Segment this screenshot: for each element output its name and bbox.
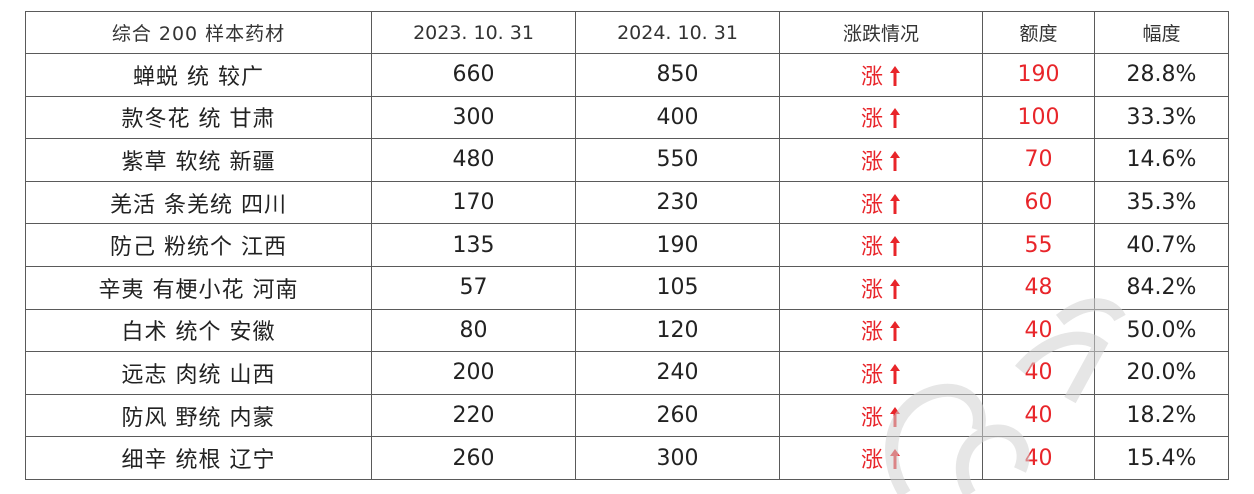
price-2024: 190 bbox=[575, 223, 780, 267]
herb-name: 款冬花 统 甘肃 bbox=[25, 95, 372, 140]
trend-cell: 涨 bbox=[779, 138, 983, 182]
price-2024: 240 bbox=[575, 351, 780, 395]
increase-amount: 70 bbox=[982, 138, 1095, 182]
table-row: 远志 肉统 山西 200 240 涨 40 20.0% bbox=[25, 351, 1229, 395]
up-arrow-icon bbox=[890, 108, 900, 129]
increase-amount: 40 bbox=[982, 393, 1095, 438]
header-amount: 额度 bbox=[982, 11, 1095, 54]
increase-amount: 48 bbox=[982, 265, 1095, 310]
trend-label: 涨 bbox=[860, 235, 883, 261]
herb-name: 防己 粉统个 江西 bbox=[25, 223, 372, 267]
table-header-row: 综合 200 样本药材 2023. 10. 31 2024. 10. 31 涨跌… bbox=[25, 11, 1229, 54]
price-2024: 120 bbox=[575, 308, 780, 353]
price-2024: 260 bbox=[575, 393, 780, 438]
trend-label: 涨 bbox=[860, 277, 883, 303]
price-2024: 550 bbox=[575, 138, 780, 182]
price-2023: 135 bbox=[371, 223, 576, 267]
up-arrow-icon bbox=[890, 278, 900, 299]
price-2023: 80 bbox=[371, 308, 576, 353]
trend-label: 涨 bbox=[860, 448, 883, 474]
herb-name: 远志 肉统 山西 bbox=[25, 351, 372, 395]
herb-name: 辛夷 有梗小花 河南 bbox=[25, 265, 372, 310]
increase-percent: 18.2% bbox=[1094, 393, 1229, 438]
table-row: 防己 粉统个 江西 135 190 涨 55 40.7% bbox=[25, 223, 1229, 267]
increase-amount: 40 bbox=[982, 308, 1095, 353]
increase-percent: 40.7% bbox=[1094, 223, 1229, 267]
increase-amount: 190 bbox=[982, 53, 1095, 97]
trend-cell: 涨 bbox=[779, 53, 983, 97]
trend-cell: 涨 bbox=[779, 351, 983, 395]
header-trend: 涨跌情况 bbox=[779, 11, 983, 54]
price-2023: 260 bbox=[371, 436, 576, 480]
up-arrow-icon bbox=[890, 236, 900, 257]
header-herb: 综合 200 样本药材 bbox=[25, 11, 372, 54]
trend-cell: 涨 bbox=[779, 95, 983, 140]
header-date-2024: 2024. 10. 31 bbox=[575, 11, 780, 54]
up-arrow-icon bbox=[890, 193, 900, 214]
herb-name: 白术 统个 安徽 bbox=[25, 308, 372, 353]
increase-amount: 100 bbox=[982, 95, 1095, 140]
trend-cell: 涨 bbox=[779, 265, 983, 310]
up-arrow-icon bbox=[890, 321, 900, 342]
header-date-2023: 2023. 10. 31 bbox=[371, 11, 576, 54]
price-table: 综合 200 样本药材 2023. 10. 31 2024. 10. 31 涨跌… bbox=[25, 11, 1229, 480]
price-2024: 105 bbox=[575, 265, 780, 310]
trend-cell: 涨 bbox=[779, 436, 983, 480]
price-2023: 300 bbox=[371, 95, 576, 140]
price-2023: 170 bbox=[371, 180, 576, 225]
trend-label: 涨 bbox=[860, 64, 883, 90]
price-2023: 200 bbox=[371, 351, 576, 395]
table-row: 白术 统个 安徽 80 120 涨 40 50.0% bbox=[25, 308, 1229, 353]
herb-name: 羌活 条羌统 四川 bbox=[25, 180, 372, 225]
increase-amount: 40 bbox=[982, 436, 1095, 480]
up-arrow-icon bbox=[890, 150, 900, 171]
trend-label: 涨 bbox=[860, 107, 883, 133]
up-arrow-icon bbox=[890, 65, 900, 86]
table-row: 防风 野统 内蒙 220 260 涨 40 18.2% bbox=[25, 393, 1229, 438]
price-2023: 57 bbox=[371, 265, 576, 310]
herb-name: 防风 野统 内蒙 bbox=[25, 393, 372, 438]
table-row: 羌活 条羌统 四川 170 230 涨 60 35.3% bbox=[25, 180, 1229, 225]
trend-label: 涨 bbox=[860, 405, 883, 431]
trend-cell: 涨 bbox=[779, 180, 983, 225]
up-arrow-icon bbox=[890, 363, 900, 384]
table-row: 细辛 统根 辽宁 260 300 涨 40 15.4% bbox=[25, 436, 1229, 480]
increase-amount: 40 bbox=[982, 351, 1095, 395]
trend-label: 涨 bbox=[860, 320, 883, 346]
trend-label: 涨 bbox=[860, 362, 883, 388]
price-2024: 230 bbox=[575, 180, 780, 225]
header-percent: 幅度 bbox=[1094, 11, 1229, 54]
price-2023: 480 bbox=[371, 138, 576, 182]
table-row: 蝉蜕 统 较广 660 850 涨 190 28.8% bbox=[25, 53, 1229, 97]
table-row: 紫草 软统 新疆 480 550 涨 70 14.6% bbox=[25, 138, 1229, 182]
table-row: 款冬花 统 甘肃 300 400 涨 100 33.3% bbox=[25, 95, 1229, 140]
increase-percent: 35.3% bbox=[1094, 180, 1229, 225]
trend-cell: 涨 bbox=[779, 223, 983, 267]
increase-amount: 55 bbox=[982, 223, 1095, 267]
increase-amount: 60 bbox=[982, 180, 1095, 225]
price-2024: 850 bbox=[575, 53, 780, 97]
trend-cell: 涨 bbox=[779, 393, 983, 438]
trend-cell: 涨 bbox=[779, 308, 983, 353]
herb-name: 细辛 统根 辽宁 bbox=[25, 436, 372, 480]
increase-percent: 15.4% bbox=[1094, 436, 1229, 480]
up-arrow-icon bbox=[890, 406, 900, 427]
increase-percent: 33.3% bbox=[1094, 95, 1229, 140]
price-2024: 400 bbox=[575, 95, 780, 140]
trend-label: 涨 bbox=[860, 149, 883, 175]
increase-percent: 20.0% bbox=[1094, 351, 1229, 395]
table-row: 辛夷 有梗小花 河南 57 105 涨 48 84.2% bbox=[25, 265, 1229, 310]
price-2024: 300 bbox=[575, 436, 780, 480]
up-arrow-icon bbox=[890, 449, 900, 470]
price-2023: 660 bbox=[371, 53, 576, 97]
trend-label: 涨 bbox=[860, 192, 883, 218]
herb-name: 紫草 软统 新疆 bbox=[25, 138, 372, 182]
increase-percent: 50.0% bbox=[1094, 308, 1229, 353]
increase-percent: 28.8% bbox=[1094, 53, 1229, 97]
price-2023: 220 bbox=[371, 393, 576, 438]
increase-percent: 84.2% bbox=[1094, 265, 1229, 310]
increase-percent: 14.6% bbox=[1094, 138, 1229, 182]
herb-name: 蝉蜕 统 较广 bbox=[25, 53, 372, 97]
